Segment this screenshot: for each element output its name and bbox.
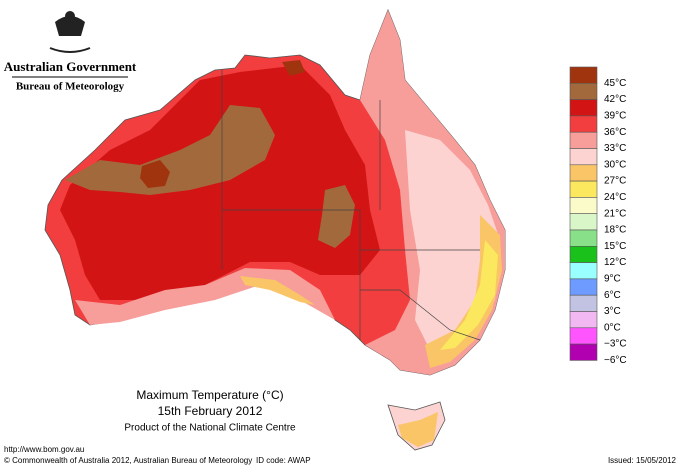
legend-swatch <box>569 66 598 84</box>
legend-swatch <box>569 213 598 231</box>
legend-label: 45°C <box>604 78 626 89</box>
legend-swatch <box>569 99 598 117</box>
legend-label: 9°C <box>604 274 621 285</box>
footer-copyright: © Commonwealth of Australia 2012, Austra… <box>4 456 252 465</box>
map-title: Maximum Temperature (°C) <box>136 388 283 402</box>
region-45-north <box>282 60 305 76</box>
crest <box>55 16 85 36</box>
footer-id: ID code: AWAP <box>256 456 311 465</box>
legend-label: 6°C <box>604 290 621 301</box>
legend-label: −3°C <box>604 339 627 350</box>
legend-label: 18°C <box>604 225 626 236</box>
crest-base <box>49 47 91 53</box>
legend-swatch <box>569 148 598 166</box>
footer-url: http://www.bom.gov.au <box>4 445 84 454</box>
legend-swatch <box>569 83 598 100</box>
legend-swatch <box>569 229 598 247</box>
legend-label: 24°C <box>604 192 626 203</box>
australia-map <box>44 8 506 451</box>
region-27-south <box>240 276 315 305</box>
tasmania-yellow <box>398 412 438 447</box>
state-borders <box>221 70 481 341</box>
map-date: 15th February 2012 <box>158 404 263 418</box>
region-24 <box>440 240 498 350</box>
region-42-west <box>65 105 275 195</box>
logo <box>49 11 91 53</box>
crest-star <box>65 11 75 21</box>
legend-label: 30°C <box>604 159 626 170</box>
legend-label: 33°C <box>604 143 626 154</box>
region-45 <box>140 160 170 188</box>
legend-swatch <box>569 115 598 133</box>
legend-swatch <box>569 294 598 312</box>
legend-label: 0°C <box>604 322 621 333</box>
legend-label: 3°C <box>604 306 621 317</box>
map-product: Product of the National Climate Centre <box>124 423 296 434</box>
agency-name: Bureau of Meteorology <box>16 81 125 93</box>
legend-swatch <box>569 131 598 149</box>
legend-swatch <box>569 164 598 182</box>
legend-label: 42°C <box>604 94 626 105</box>
legend-label: 21°C <box>604 208 626 219</box>
state-border <box>360 289 481 341</box>
legend-label: 36°C <box>604 127 626 138</box>
legend: 45°C 42°C 39°C 36°C 33°C 30°C 27°C 24°C 21°C 18°C… <box>569 66 627 366</box>
region-27 <box>425 215 502 368</box>
legend-swatch <box>569 246 598 263</box>
legend-swatch <box>569 180 598 198</box>
legend-label: 15°C <box>604 241 626 252</box>
legend-swatch <box>569 278 598 296</box>
legend-swatch <box>569 327 598 345</box>
legend-swatch <box>569 262 598 280</box>
legend-label: 27°C <box>604 176 626 187</box>
region-42-centre <box>318 185 355 248</box>
legend-label: 12°C <box>604 257 626 268</box>
state-border <box>222 209 361 340</box>
legend-swatch <box>569 311 598 329</box>
footer-issued: Issued: 15/05/2012 <box>608 456 677 465</box>
government-name: Australian Government <box>4 59 137 74</box>
legend-label: 39°C <box>604 111 626 122</box>
legend-swatch <box>569 343 598 361</box>
legend-label: −6°C <box>604 355 627 366</box>
legend-swatch <box>569 197 598 214</box>
